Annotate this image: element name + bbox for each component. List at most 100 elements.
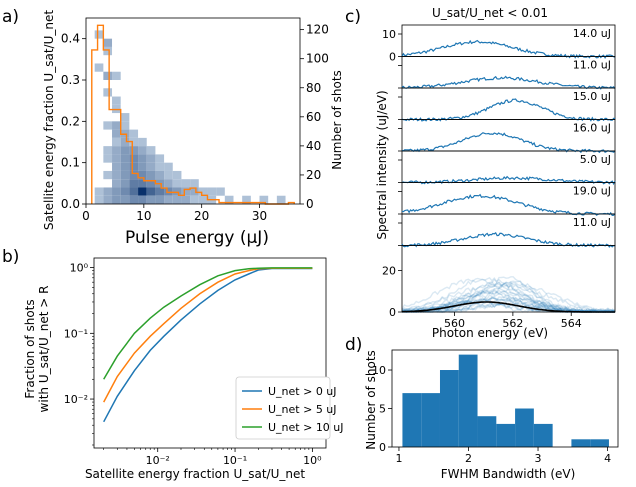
cdf-lines <box>103 267 313 423</box>
bandwidth-bar <box>571 439 591 447</box>
heatmap-cell <box>198 195 208 204</box>
heatmap-cell <box>112 170 121 180</box>
panel-label-b: b) <box>2 247 19 267</box>
heatmap-cell <box>112 71 121 80</box>
heatmap-cell <box>181 179 191 188</box>
x-tick-label: 10 <box>136 209 151 223</box>
overlay-spectrum <box>401 281 616 313</box>
bandwidth-bars <box>402 354 609 447</box>
bandwidth-bar <box>590 439 609 447</box>
x-tick-label: 10⁻² <box>146 454 170 467</box>
panel-a-frame <box>85 17 301 205</box>
heatmap-cell <box>112 146 121 155</box>
heatmap-cell <box>138 154 147 163</box>
heatmap-cell <box>120 195 130 204</box>
y-tick-label: 0.3 <box>61 73 80 87</box>
y2-tick-label: 60 <box>306 110 321 124</box>
heatmap-cell <box>164 187 173 196</box>
heatmap-cell <box>120 187 130 196</box>
row-y-tick-label: 10 <box>382 28 396 41</box>
heatmap-cell <box>129 187 139 196</box>
heatmap-cell <box>242 195 251 204</box>
heatmap-cell <box>112 96 121 105</box>
x-tick-label: 0 <box>82 209 90 223</box>
overlay-spectrum <box>401 301 615 313</box>
spectrum-line-2 <box>401 98 615 122</box>
x-tick-label: 4 <box>604 452 611 465</box>
spectra-overlay: 0 20 <box>382 245 616 319</box>
y-tick-label: 0.0 <box>61 197 80 211</box>
heatmap-cell <box>129 179 139 188</box>
legend-label-2: U_net > 10 uJ <box>268 421 344 434</box>
heatmap-cell <box>190 195 199 204</box>
heatmap-cell <box>103 154 113 163</box>
heatmap-cell <box>129 129 139 138</box>
spectrum-line-3 <box>401 132 616 154</box>
x-tick-label: 10⁻¹ <box>223 454 247 467</box>
heatmap-cell <box>94 63 104 72</box>
heatmap-cell <box>120 179 130 188</box>
panel-d-ylabel: Number of shots <box>364 350 378 450</box>
heatmap-cell <box>129 154 139 163</box>
panel-b: 10⁻² 10⁻¹ 10⁰ 10⁻² 10⁻¹ 10⁰ Satellite energy… <box>23 257 344 481</box>
heatmap-cell <box>164 170 173 180</box>
y2-tick-label: 80 <box>306 81 321 95</box>
panel-a-ylabel: Satellite energy fraction U_sat/U_net <box>42 10 56 230</box>
heatmap-cell <box>146 154 156 163</box>
y-tick-label: 0.2 <box>61 114 80 128</box>
x-tick-label: 10⁰ <box>303 454 322 467</box>
x-tick-label: 3 <box>535 452 542 465</box>
spectrum-energy-label: 14.0 uJ <box>573 27 611 40</box>
spectrum-energy-label: 11.0 uJ <box>573 216 611 229</box>
heatmap-cell <box>112 195 121 204</box>
panel-c: U_sat/U_net < 0.01 14.0 uJ 11.0 uJ 15.0 uJ… <box>375 6 616 340</box>
heatmap-cell <box>155 195 165 204</box>
legend-label-1: U_net > 5 uJ <box>268 403 337 416</box>
heatmap-cell <box>129 195 139 204</box>
cdf-line-2 <box>103 267 313 380</box>
shots-histogram-line <box>91 24 295 205</box>
heatmap-cell <box>112 154 121 163</box>
panel-b-xlabel: Satellite energy fraction U_sat/U_net <box>85 467 305 481</box>
heatmap-cell <box>138 179 147 188</box>
bandwidth-bar <box>477 416 497 447</box>
spectrum-energy-label: 15.0 uJ <box>573 90 611 103</box>
panel-a: 0 10 20 30 0.00.10.20.30.4 020406080100120 … <box>42 10 344 248</box>
heatmap-cell <box>138 187 147 196</box>
y-tick-label: 0.4 <box>61 32 80 46</box>
big-y-tick-label: 0 <box>389 306 396 319</box>
overlay-spectrum <box>401 281 616 313</box>
y-tick-label: 5 <box>379 403 386 416</box>
spectrum-line-6 <box>401 232 616 248</box>
heatmap-cell <box>129 170 139 180</box>
x-tick-label: 1 <box>395 452 402 465</box>
panel-a-xticks: 0 10 20 30 <box>82 204 267 223</box>
heatmap-cell <box>172 195 182 204</box>
bandwidth-bar <box>533 423 553 447</box>
panel-a-xlabel: Pulse energy (μJ) <box>125 228 269 248</box>
x-tick-label: 30 <box>252 209 267 223</box>
heatmap-cell <box>181 195 191 204</box>
y2-tick-label: 120 <box>306 23 329 37</box>
spectrum-energy-label: 16.0 uJ <box>573 122 611 135</box>
y-tick-label: 10⁻² <box>64 393 88 406</box>
heatmap-cell <box>103 38 113 47</box>
overlay-frame <box>401 245 616 313</box>
heatmap-cell <box>94 187 104 196</box>
heatmap-cell <box>181 187 191 196</box>
heatmap-cell <box>129 146 139 155</box>
heatmap-cell <box>155 162 165 171</box>
x-tick-label: 560 <box>444 317 465 330</box>
heatmap-cell <box>94 195 104 204</box>
panel-b-ylabel-line1: Fraction of shots <box>23 299 37 398</box>
bandwidth-bar <box>496 423 516 447</box>
big-y-tick-label: 20 <box>382 264 396 277</box>
panel-c-title: U_sat/U_net < 0.01 <box>432 6 548 20</box>
spectrum-line-1 <box>401 75 616 90</box>
y-tick-label: 10⁰ <box>70 262 89 275</box>
heatmap-cell <box>103 195 113 204</box>
heatmap-cell <box>103 88 113 97</box>
heatmap-cell <box>112 179 121 188</box>
y-tick-label: 10 <box>372 364 386 377</box>
